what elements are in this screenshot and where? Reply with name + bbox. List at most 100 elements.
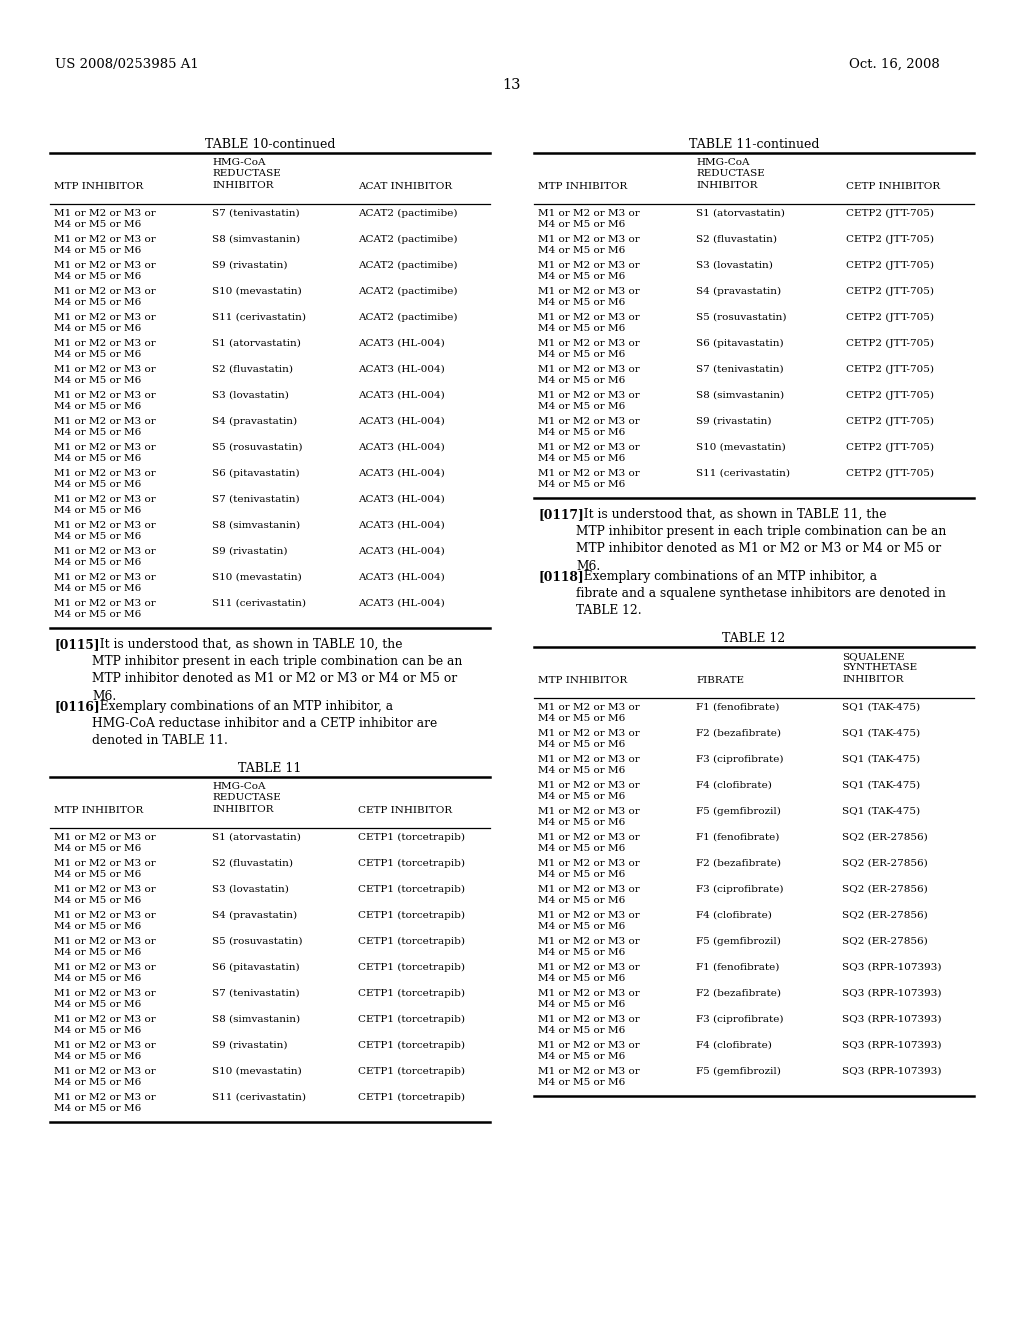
Text: CETP2 (JTT-705): CETP2 (JTT-705) xyxy=(846,261,934,271)
Text: M1 or M2 or M3 or
M4 or M5 or M6: M1 or M2 or M3 or M4 or M5 or M6 xyxy=(54,313,156,333)
Text: M1 or M2 or M3 or
M4 or M5 or M6: M1 or M2 or M3 or M4 or M5 or M6 xyxy=(538,1041,640,1061)
Text: SQ3 (RPR-107393): SQ3 (RPR-107393) xyxy=(842,1041,941,1049)
Text: ACAT3 (HL-004): ACAT3 (HL-004) xyxy=(358,339,444,348)
Text: TABLE 11-continued: TABLE 11-continued xyxy=(689,139,819,150)
Text: M1 or M2 or M3 or
M4 or M5 or M6: M1 or M2 or M3 or M4 or M5 or M6 xyxy=(538,704,640,723)
Text: M1 or M2 or M3 or
M4 or M5 or M6: M1 or M2 or M3 or M4 or M5 or M6 xyxy=(538,859,640,879)
Text: Oct. 16, 2008: Oct. 16, 2008 xyxy=(849,58,940,71)
Text: S1 (atorvastatin): S1 (atorvastatin) xyxy=(212,339,301,348)
Text: Exemplary combinations of an MTP inhibitor, a
fibrate and a squalene synthetase : Exemplary combinations of an MTP inhibit… xyxy=(575,570,946,618)
Text: M1 or M2 or M3 or
M4 or M5 or M6: M1 or M2 or M3 or M4 or M5 or M6 xyxy=(54,417,156,437)
Text: S7 (tenivastatin): S7 (tenivastatin) xyxy=(212,495,300,504)
Text: CETP1 (torcetrapib): CETP1 (torcetrapib) xyxy=(358,859,465,869)
Text: SQ2 (ER-27856): SQ2 (ER-27856) xyxy=(842,833,928,842)
Text: TABLE 12: TABLE 12 xyxy=(722,632,785,645)
Text: M1 or M2 or M3 or
M4 or M5 or M6: M1 or M2 or M3 or M4 or M5 or M6 xyxy=(538,444,640,463)
Text: SQ2 (ER-27856): SQ2 (ER-27856) xyxy=(842,911,928,920)
Text: S10 (mevastatin): S10 (mevastatin) xyxy=(212,573,302,582)
Text: M1 or M2 or M3 or
M4 or M5 or M6: M1 or M2 or M3 or M4 or M5 or M6 xyxy=(538,235,640,255)
Text: M1 or M2 or M3 or
M4 or M5 or M6: M1 or M2 or M3 or M4 or M5 or M6 xyxy=(538,469,640,490)
Text: ACAT2 (pactimibe): ACAT2 (pactimibe) xyxy=(358,286,458,296)
Text: SQ1 (TAK-475): SQ1 (TAK-475) xyxy=(842,704,921,711)
Text: ACAT2 (pactimibe): ACAT2 (pactimibe) xyxy=(358,261,458,271)
Text: M1 or M2 or M3 or
M4 or M5 or M6: M1 or M2 or M3 or M4 or M5 or M6 xyxy=(54,989,156,1008)
Text: CETP1 (torcetrapib): CETP1 (torcetrapib) xyxy=(358,911,465,920)
Text: S9 (rivastatin): S9 (rivastatin) xyxy=(212,546,288,556)
Text: S1 (atorvastatin): S1 (atorvastatin) xyxy=(696,209,784,218)
Text: Exemplary combinations of an MTP inhibitor, a
HMG-CoA reductase inhibitor and a : Exemplary combinations of an MTP inhibit… xyxy=(92,700,437,747)
Text: F4 (clofibrate): F4 (clofibrate) xyxy=(696,911,772,920)
Text: M1 or M2 or M3 or
M4 or M5 or M6: M1 or M2 or M3 or M4 or M5 or M6 xyxy=(538,755,640,775)
Text: It is understood that, as shown in TABLE 11, the
MTP inhibitor present in each t: It is understood that, as shown in TABLE… xyxy=(575,508,946,573)
Text: M1 or M2 or M3 or
M4 or M5 or M6: M1 or M2 or M3 or M4 or M5 or M6 xyxy=(54,964,156,983)
Text: M1 or M2 or M3 or
M4 or M5 or M6: M1 or M2 or M3 or M4 or M5 or M6 xyxy=(54,339,156,359)
Text: CETP1 (torcetrapib): CETP1 (torcetrapib) xyxy=(358,1093,465,1102)
Text: M1 or M2 or M3 or
M4 or M5 or M6: M1 or M2 or M3 or M4 or M5 or M6 xyxy=(54,884,156,906)
Text: ACAT3 (HL-004): ACAT3 (HL-004) xyxy=(358,599,444,609)
Text: S3 (lovastatin): S3 (lovastatin) xyxy=(696,261,773,271)
Text: S4 (pravastatin): S4 (pravastatin) xyxy=(212,911,297,920)
Text: S9 (rivastatin): S9 (rivastatin) xyxy=(696,417,771,426)
Text: M1 or M2 or M3 or
M4 or M5 or M6: M1 or M2 or M3 or M4 or M5 or M6 xyxy=(538,911,640,931)
Text: M1 or M2 or M3 or
M4 or M5 or M6: M1 or M2 or M3 or M4 or M5 or M6 xyxy=(538,937,640,957)
Text: SQ3 (RPR-107393): SQ3 (RPR-107393) xyxy=(842,964,941,972)
Text: SQ2 (ER-27856): SQ2 (ER-27856) xyxy=(842,884,928,894)
Text: S1 (atorvastatin): S1 (atorvastatin) xyxy=(212,833,301,842)
Text: F5 (gemfibrozil): F5 (gemfibrozil) xyxy=(696,1067,781,1076)
Text: S8 (simvastanin): S8 (simvastanin) xyxy=(212,521,300,531)
Text: CETP INHIBITOR: CETP INHIBITOR xyxy=(358,807,453,814)
Text: SQ2 (ER-27856): SQ2 (ER-27856) xyxy=(842,937,928,946)
Text: F1 (fenofibrate): F1 (fenofibrate) xyxy=(696,704,779,711)
Text: HMG-CoA
REDUCTASE
INHIBITOR: HMG-CoA REDUCTASE INHIBITOR xyxy=(696,158,765,190)
Text: S6 (pitavastatin): S6 (pitavastatin) xyxy=(212,964,300,972)
Text: 13: 13 xyxy=(503,78,521,92)
Text: S8 (simvastanin): S8 (simvastanin) xyxy=(212,1015,300,1024)
Text: ACAT2 (pactimibe): ACAT2 (pactimibe) xyxy=(358,313,458,322)
Text: SQ1 (TAK-475): SQ1 (TAK-475) xyxy=(842,807,921,816)
Text: F5 (gemfibrozil): F5 (gemfibrozil) xyxy=(696,807,781,816)
Text: SQ1 (TAK-475): SQ1 (TAK-475) xyxy=(842,729,921,738)
Text: M1 or M2 or M3 or
M4 or M5 or M6: M1 or M2 or M3 or M4 or M5 or M6 xyxy=(54,1067,156,1088)
Text: S3 (lovastatin): S3 (lovastatin) xyxy=(212,884,289,894)
Text: ACAT3 (HL-004): ACAT3 (HL-004) xyxy=(358,391,444,400)
Text: ACAT3 (HL-004): ACAT3 (HL-004) xyxy=(358,417,444,426)
Text: S11 (cerivastatin): S11 (cerivastatin) xyxy=(212,313,306,322)
Text: ACAT3 (HL-004): ACAT3 (HL-004) xyxy=(358,521,444,531)
Text: M1 or M2 or M3 or
M4 or M5 or M6: M1 or M2 or M3 or M4 or M5 or M6 xyxy=(54,521,156,541)
Text: S7 (tenivastatin): S7 (tenivastatin) xyxy=(212,209,300,218)
Text: S6 (pitavastatin): S6 (pitavastatin) xyxy=(696,339,783,348)
Text: M1 or M2 or M3 or
M4 or M5 or M6: M1 or M2 or M3 or M4 or M5 or M6 xyxy=(54,495,156,515)
Text: M1 or M2 or M3 or
M4 or M5 or M6: M1 or M2 or M3 or M4 or M5 or M6 xyxy=(54,261,156,281)
Text: F1 (fenofibrate): F1 (fenofibrate) xyxy=(696,833,779,842)
Text: CETP1 (torcetrapib): CETP1 (torcetrapib) xyxy=(358,884,465,894)
Text: S5 (rosuvastatin): S5 (rosuvastatin) xyxy=(212,937,302,946)
Text: M1 or M2 or M3 or
M4 or M5 or M6: M1 or M2 or M3 or M4 or M5 or M6 xyxy=(54,546,156,568)
Text: ACAT3 (HL-004): ACAT3 (HL-004) xyxy=(358,495,444,504)
Text: M1 or M2 or M3 or
M4 or M5 or M6: M1 or M2 or M3 or M4 or M5 or M6 xyxy=(538,339,640,359)
Text: FIBRATE: FIBRATE xyxy=(696,676,744,685)
Text: F2 (bezafibrate): F2 (bezafibrate) xyxy=(696,729,781,738)
Text: SQ3 (RPR-107393): SQ3 (RPR-107393) xyxy=(842,1015,941,1024)
Text: TABLE 11: TABLE 11 xyxy=(239,762,302,775)
Text: F2 (bezafibrate): F2 (bezafibrate) xyxy=(696,989,781,998)
Text: S8 (simvastanin): S8 (simvastanin) xyxy=(212,235,300,244)
Text: S11 (cerivastatin): S11 (cerivastatin) xyxy=(212,1093,306,1102)
Text: M1 or M2 or M3 or
M4 or M5 or M6: M1 or M2 or M3 or M4 or M5 or M6 xyxy=(54,911,156,931)
Text: S9 (rivastatin): S9 (rivastatin) xyxy=(212,261,288,271)
Text: S7 (tenivastatin): S7 (tenivastatin) xyxy=(212,989,300,998)
Text: M1 or M2 or M3 or
M4 or M5 or M6: M1 or M2 or M3 or M4 or M5 or M6 xyxy=(538,417,640,437)
Text: S2 (fluvastatin): S2 (fluvastatin) xyxy=(212,366,293,374)
Text: ACAT3 (HL-004): ACAT3 (HL-004) xyxy=(358,444,444,451)
Text: S2 (fluvastatin): S2 (fluvastatin) xyxy=(212,859,293,869)
Text: M1 or M2 or M3 or
M4 or M5 or M6: M1 or M2 or M3 or M4 or M5 or M6 xyxy=(54,366,156,385)
Text: ACAT2 (pactimibe): ACAT2 (pactimibe) xyxy=(358,235,458,244)
Text: F4 (clofibrate): F4 (clofibrate) xyxy=(696,781,772,789)
Text: CETP2 (JTT-705): CETP2 (JTT-705) xyxy=(846,339,934,348)
Text: CETP2 (JTT-705): CETP2 (JTT-705) xyxy=(846,366,934,374)
Text: SQ1 (TAK-475): SQ1 (TAK-475) xyxy=(842,781,921,789)
Text: ACAT INHIBITOR: ACAT INHIBITOR xyxy=(358,182,453,191)
Text: [0115]: [0115] xyxy=(54,638,99,651)
Text: ACAT3 (HL-004): ACAT3 (HL-004) xyxy=(358,469,444,478)
Text: M1 or M2 or M3 or
M4 or M5 or M6: M1 or M2 or M3 or M4 or M5 or M6 xyxy=(538,781,640,801)
Text: S5 (rosuvastatin): S5 (rosuvastatin) xyxy=(696,313,786,322)
